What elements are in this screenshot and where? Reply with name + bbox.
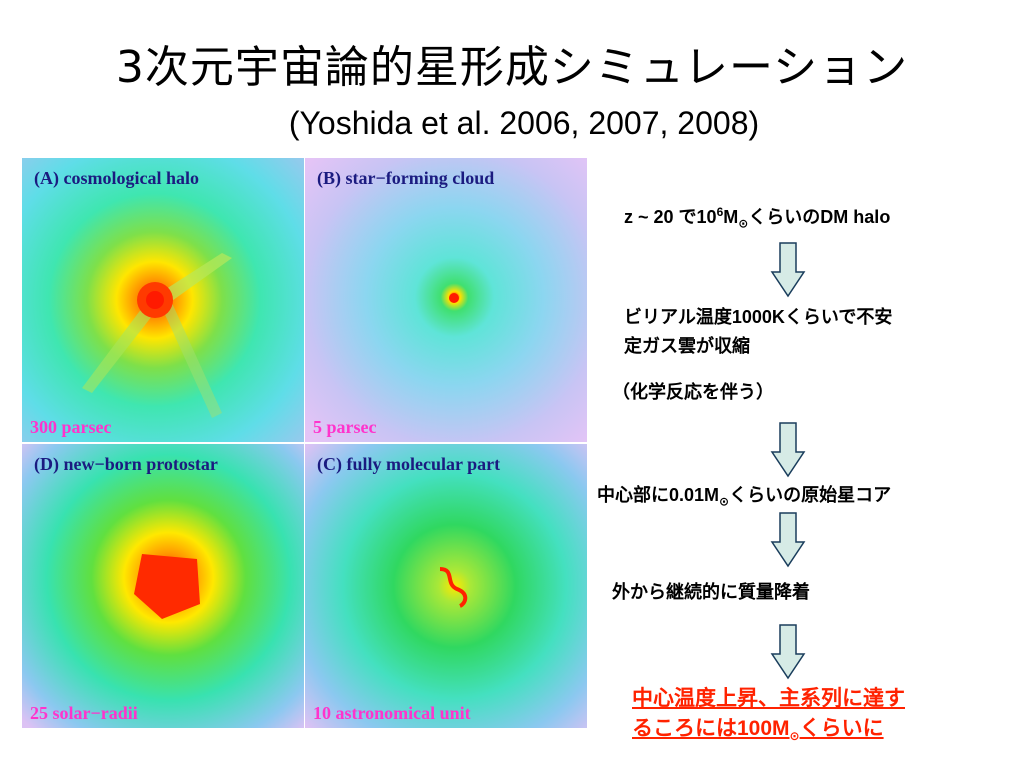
molecular-simulation-image	[305, 444, 587, 728]
step-gas-collapse-line1: ビリアル温度1000Kくらいで不安	[624, 307, 893, 327]
down-arrow-icon	[770, 242, 806, 298]
panel-new-born-protostar: (D) new−born protostar 25 solar−radii	[22, 444, 304, 728]
slide-subtitle: (Yoshida et al. 2006, 2007, 2008)	[288, 105, 760, 141]
panel-cosmological-halo: (A) cosmological halo 300 parsec	[22, 158, 304, 442]
cloud-simulation-image	[305, 158, 587, 442]
panel-scale: 10 astronomical unit	[313, 703, 471, 723]
step-gas-collapse-line2: 定ガス雲が収縮	[624, 336, 750, 356]
down-arrow-icon	[770, 624, 806, 680]
down-arrow-icon	[770, 512, 806, 568]
panel-label: (C) fully molecular part	[317, 454, 501, 474]
final-outcome-line1: 中心温度上昇、主系列に達す	[632, 687, 905, 710]
panel-label: (A) cosmological halo	[34, 168, 199, 188]
halo-simulation-image	[22, 158, 304, 442]
final-outcome-line2: るころには100M⊙くらいに	[632, 717, 884, 744]
panel-label: (B) star−forming cloud	[317, 168, 495, 188]
panel-scale: 25 solar−radii	[30, 703, 138, 723]
step-dm-halo: z ~ 20 で106M⊙くらいのDM halo	[624, 205, 891, 231]
slide-title: 3次元宇宙論的星形成シミュレーション	[115, 42, 909, 93]
down-arrow-icon	[770, 422, 806, 478]
panel-fully-molecular-part: (C) fully molecular part 10 astronomical…	[305, 444, 587, 728]
panel-scale: 300 parsec	[30, 417, 112, 437]
final-outcome: 中心温度上昇、主系列に達す るころには100M⊙くらいに	[632, 684, 1002, 751]
step-chemistry-note: （化学反応を伴う）	[612, 382, 774, 402]
step-mass-accretion: 外から継続的に質量降着	[612, 582, 810, 602]
panel-label: (D) new−born protostar	[34, 454, 218, 474]
protostar-simulation-image	[22, 444, 304, 728]
step-protostar-core: 中心部に0.01M⊙くらいの原始星コア	[597, 485, 892, 509]
panel-star-forming-cloud: (B) star−forming cloud 5 parsec	[305, 158, 587, 442]
panel-scale: 5 parsec	[313, 417, 377, 437]
